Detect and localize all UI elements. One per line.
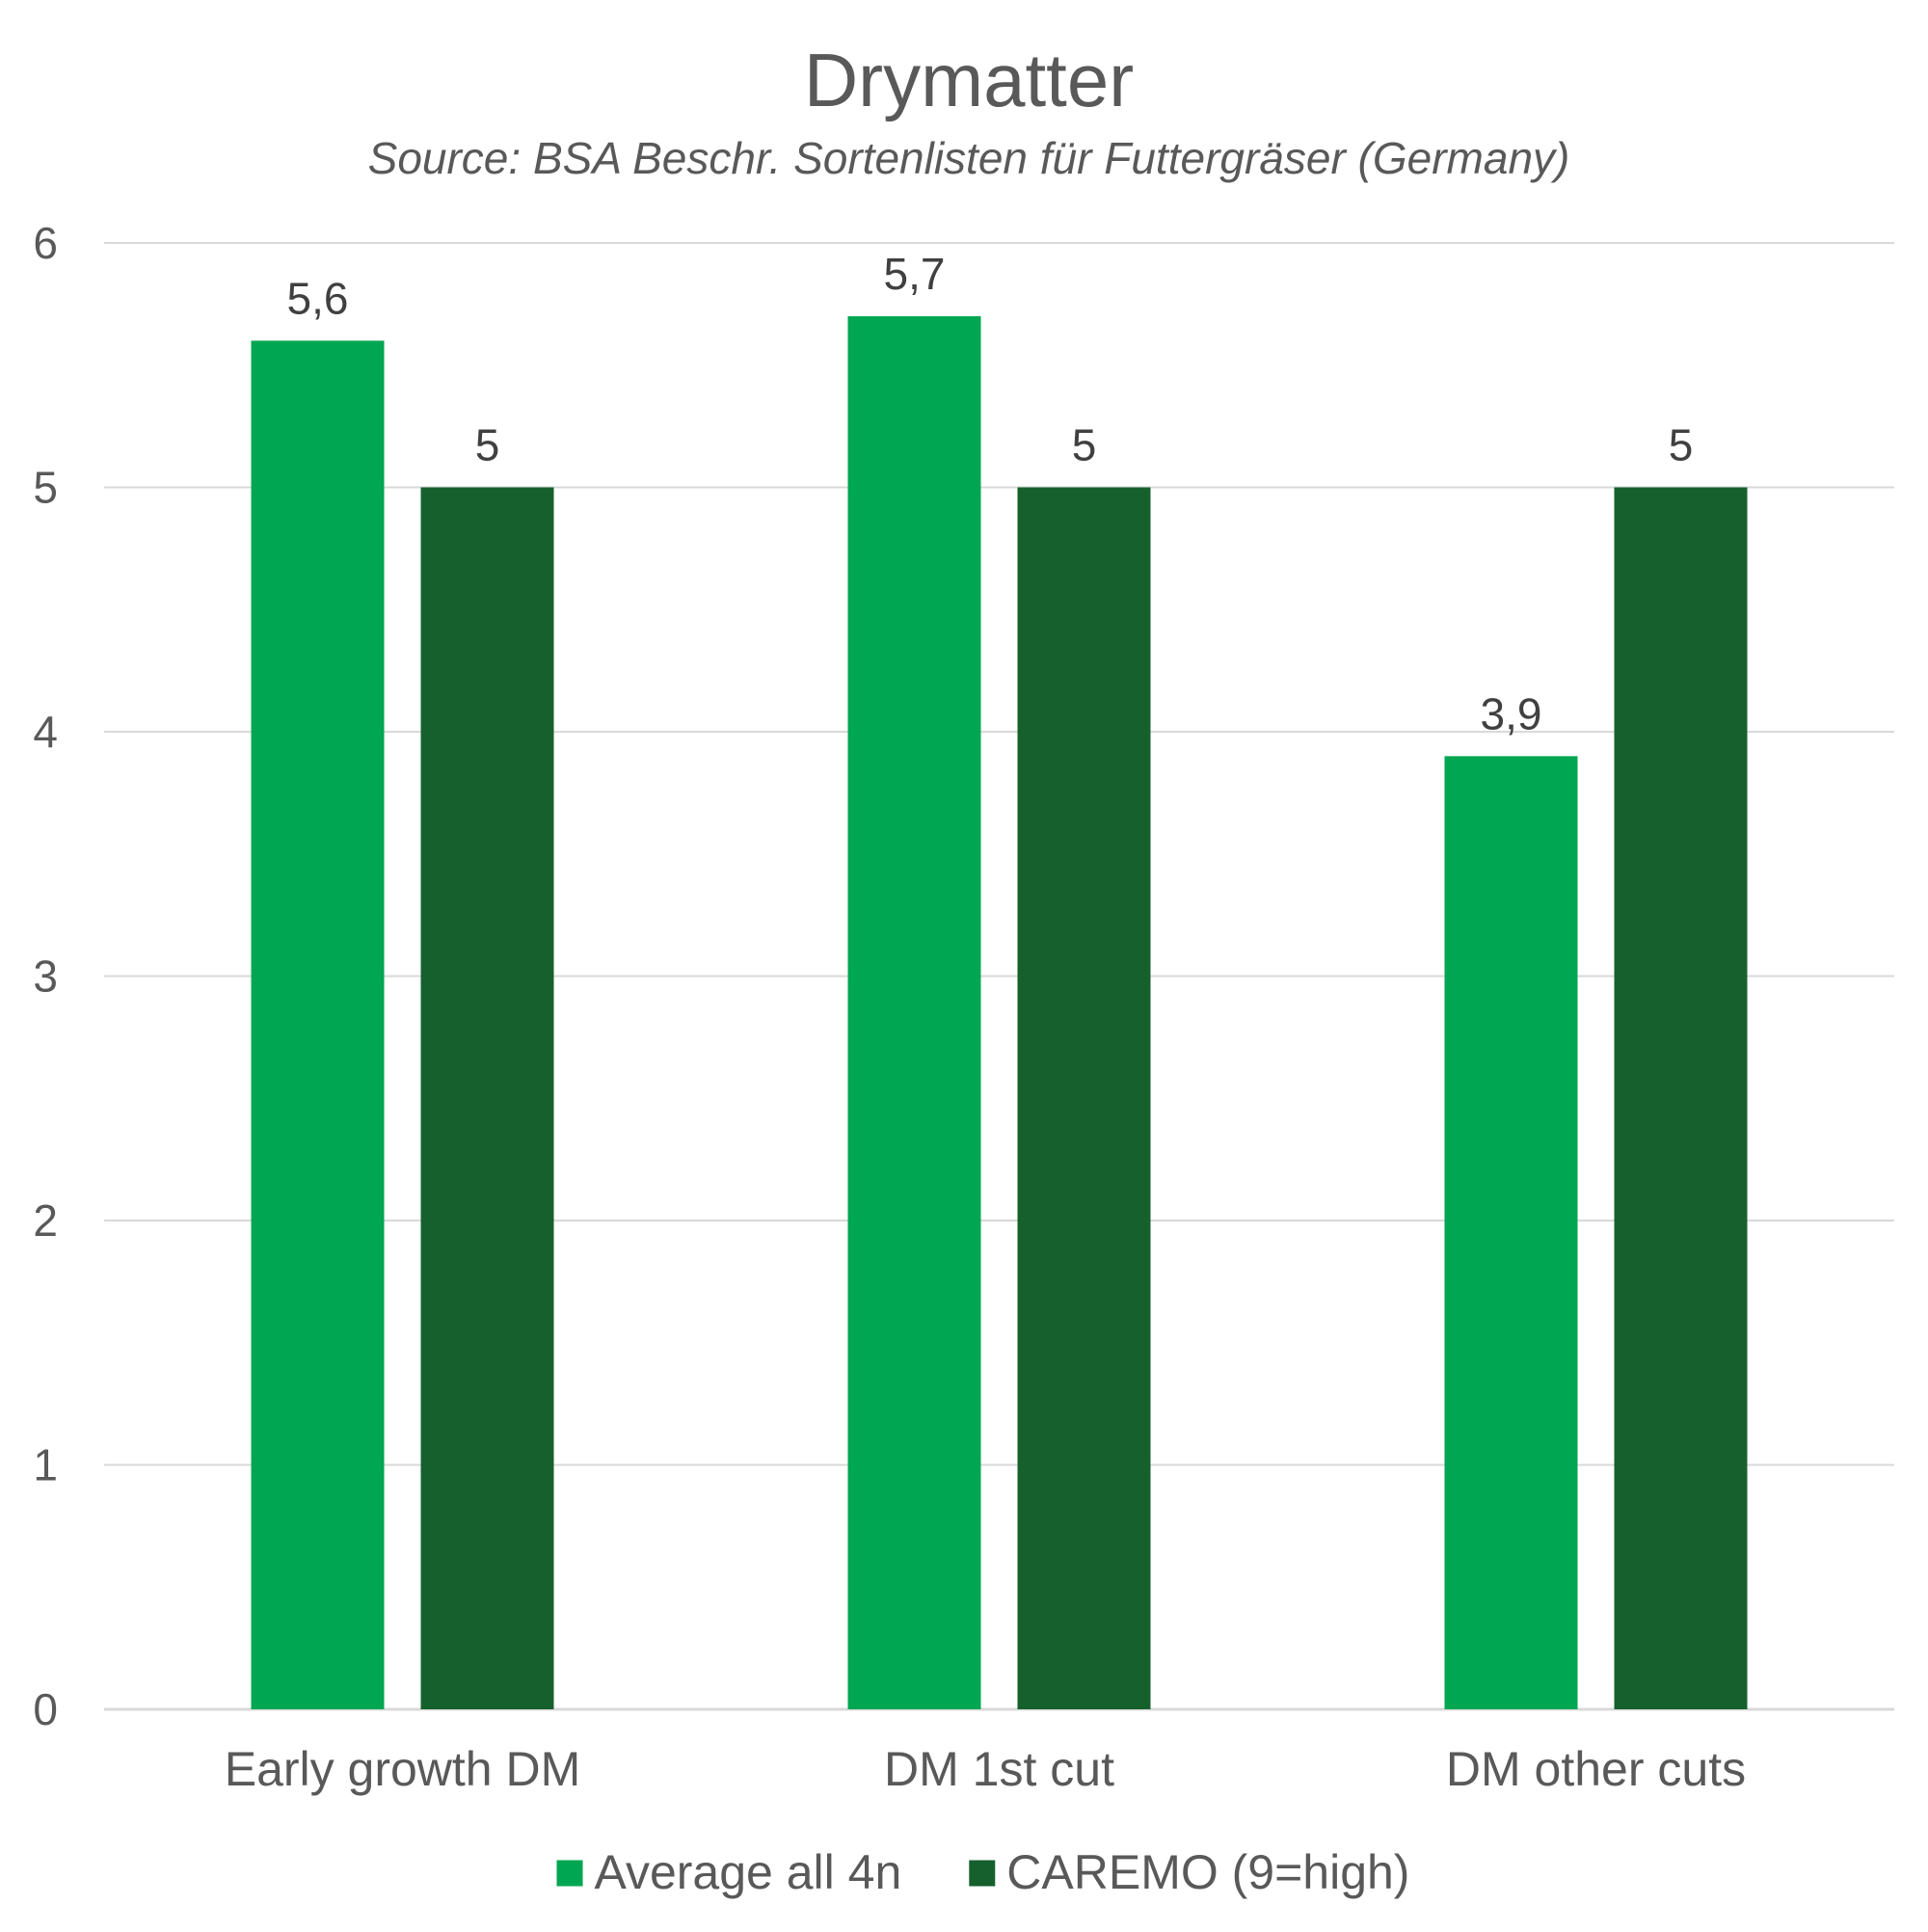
x-tick-label: Early growth DM	[225, 1742, 581, 1796]
y-tick-label: 2	[33, 1195, 58, 1246]
y-tick-label: 1	[33, 1440, 58, 1490]
legend-swatch	[556, 1860, 583, 1887]
bar	[251, 340, 385, 1709]
y-tick-label: 3	[33, 952, 58, 1002]
legend-label: CAREMO (9=high)	[1006, 1845, 1409, 1899]
legend-item: CAREMO (9=high)	[969, 1845, 1409, 1899]
data-label: 5,7	[884, 249, 946, 299]
bar	[1017, 487, 1151, 1709]
data-label: 5,6	[287, 273, 349, 323]
y-tick-label: 4	[33, 707, 58, 757]
bar	[1444, 756, 1578, 1709]
chart-subtitle: Source: BSA Beschr. Sortenlisten für Fut…	[368, 133, 1570, 183]
legend-label: Average all 4n	[595, 1845, 902, 1899]
y-axis-tick-labels: 0 1 2 3 4 5 6	[33, 218, 58, 1734]
y-tick-label: 6	[33, 218, 58, 268]
legend: Average all 4n CAREMO (9=high)	[556, 1845, 1409, 1899]
data-label: 5	[1669, 420, 1694, 470]
data-label: 5	[1072, 420, 1097, 470]
x-tick-label: DM 1st cut	[884, 1742, 1114, 1796]
legend-swatch	[969, 1860, 996, 1887]
gridlines	[104, 242, 1894, 1711]
x-tick-label: DM other cuts	[1446, 1742, 1746, 1796]
legend-item: Average all 4n	[556, 1845, 902, 1899]
bar	[847, 316, 981, 1709]
bar	[420, 487, 554, 1709]
chart-title: Drymatter	[804, 38, 1134, 122]
y-tick-label: 0	[33, 1684, 58, 1734]
bar	[1614, 487, 1748, 1709]
data-label: 3,9	[1481, 688, 1542, 738]
x-axis-tick-labels: Early growth DM DM 1st cut DM other cuts	[225, 1742, 1746, 1796]
data-labels: 5,6 5 5,7 5 3,9 5	[287, 249, 1694, 738]
y-tick-label: 5	[33, 463, 58, 513]
data-label: 5	[475, 420, 500, 470]
bars	[251, 316, 1748, 1709]
